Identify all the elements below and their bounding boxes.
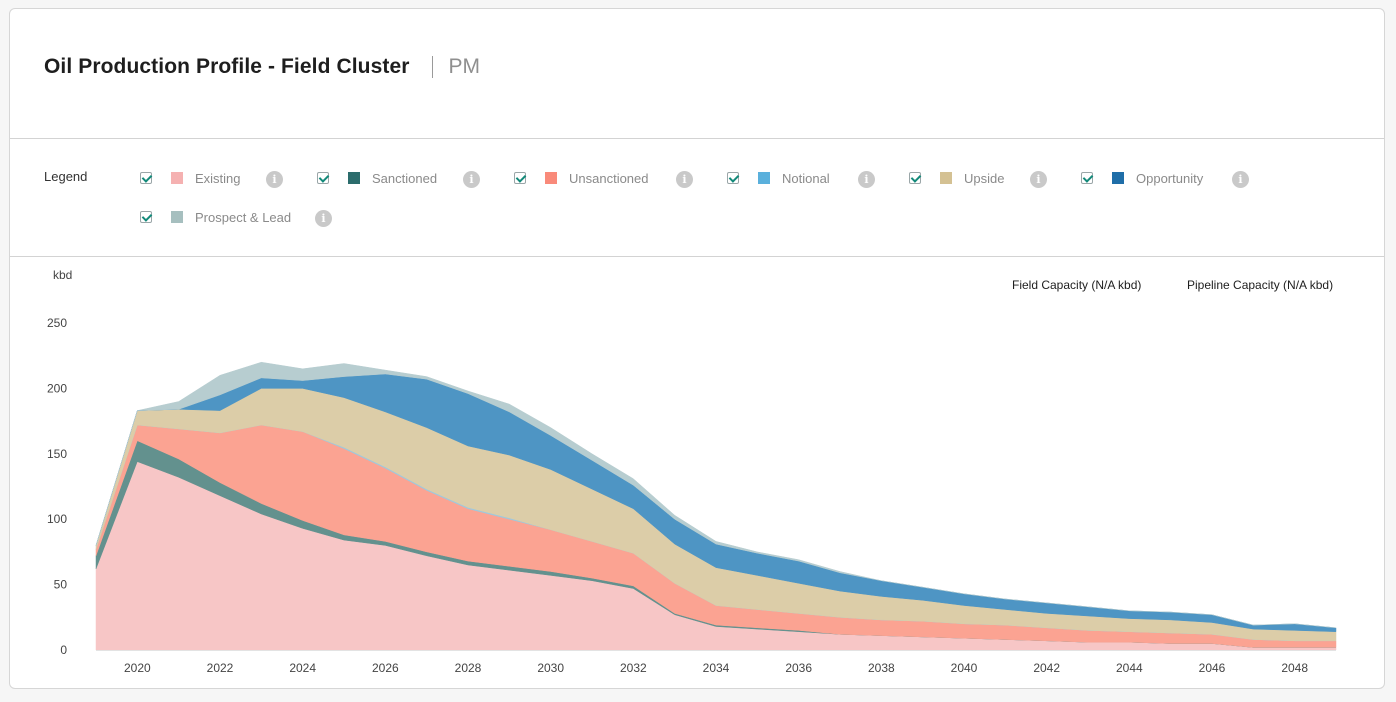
info-icon[interactable]: i (1232, 171, 1249, 188)
x-tick-label: 2034 (703, 661, 730, 675)
x-tick-label: 2032 (620, 661, 647, 675)
legend-label-existing: Existing (195, 170, 241, 186)
checkbox-existing[interactable] (140, 172, 152, 184)
x-tick-label: 2046 (1199, 661, 1226, 675)
x-tick-label: 2028 (455, 661, 482, 675)
swatch-opportunity (1112, 172, 1124, 184)
x-tick-label: 2044 (1116, 661, 1143, 675)
y-tick-label: 150 (47, 447, 67, 461)
checkbox-prospect-lead[interactable] (140, 211, 152, 223)
x-tick-label: 2024 (289, 661, 316, 675)
y-tick-label: 200 (47, 381, 67, 395)
x-tick-label: 2036 (785, 661, 812, 675)
legend-item-existing[interactable]: Existing (140, 168, 241, 188)
legend-item-notional[interactable]: Notional (727, 168, 830, 188)
chart-area: kbd Field Capacity (N/A kbd) Pipeline Ca… (10, 257, 1384, 688)
legend-item-prospect-lead[interactable]: Prospect & Lead (140, 207, 291, 227)
legend-item-upside[interactable]: Upside (909, 168, 1004, 188)
x-tick-label: 2042 (1033, 661, 1060, 675)
legend-item-unsanctioned[interactable]: Unsanctioned (514, 168, 649, 188)
legend-item-opportunity[interactable]: Opportunity (1081, 168, 1203, 188)
y-tick-label: 50 (54, 578, 68, 592)
pipeline-capacity-label[interactable]: Pipeline Capacity (N/A kbd) (1187, 278, 1334, 292)
info-icon[interactable]: i (1030, 171, 1047, 188)
field-capacity-label[interactable]: Field Capacity (N/A kbd) (1012, 278, 1142, 292)
page-subtitle: PM (448, 55, 481, 78)
x-tick-label: 2048 (1281, 661, 1308, 675)
legend-label-unsanctioned: Unsanctioned (569, 170, 649, 186)
checkbox-sanctioned[interactable] (317, 172, 329, 184)
swatch-unsanctioned (545, 172, 557, 184)
legend-item-sanctioned[interactable]: Sanctioned (317, 168, 437, 188)
info-icon[interactable]: i (676, 171, 693, 188)
swatch-upside (940, 172, 952, 184)
y-tick-label: 0 (60, 643, 67, 657)
swatch-existing (171, 172, 183, 184)
y-axis-unit: kbd (53, 268, 73, 282)
x-tick-label: 2038 (868, 661, 895, 675)
x-tick-label: 2030 (537, 661, 564, 675)
legend-panel: Legend Existing i Sanctioned i Unsanctio… (10, 139, 1384, 257)
y-tick-label: 250 (47, 316, 67, 330)
swatch-sanctioned (348, 172, 360, 184)
checkbox-notional[interactable] (727, 172, 739, 184)
legend-label-opportunity: Opportunity (1136, 170, 1204, 186)
x-tick-label: 2022 (207, 661, 234, 675)
x-tick-label: 2026 (372, 661, 399, 675)
legend-heading: Legend (44, 169, 88, 184)
y-tick-label: 100 (47, 512, 67, 526)
info-icon[interactable]: i (463, 171, 480, 188)
card-header: Oil Production Profile - Field Cluster P… (10, 9, 1384, 139)
checkbox-unsanctioned[interactable] (514, 172, 526, 184)
info-icon[interactable]: i (858, 171, 875, 188)
area-prospect-lead (95, 361, 1337, 629)
x-tick-label: 2040 (951, 661, 978, 675)
checkbox-upside[interactable] (909, 172, 921, 184)
checkbox-opportunity[interactable] (1081, 172, 1093, 184)
swatch-prospect-lead (171, 211, 183, 223)
legend-label-notional: Notional (782, 170, 830, 186)
x-tick-label: 2020 (124, 661, 151, 675)
swatch-notional (758, 172, 770, 184)
page-title: Oil Production Profile - Field Cluster (44, 55, 410, 78)
info-icon[interactable]: i (315, 210, 332, 227)
legend-label-upside: Upside (964, 170, 1005, 186)
stacked-area-chart: 0 50 100 150 200 250 2020 2022 2024 2026 2028 2030 2… (47, 316, 1337, 675)
title-divider (431, 56, 433, 78)
info-icon[interactable]: i (266, 171, 283, 188)
title-row: Oil Production Profile - Field Cluster P… (44, 55, 480, 79)
legend-label-prospect-lead: Prospect & Lead (195, 209, 292, 225)
chart-card: Oil Production Profile - Field Cluster P… (9, 8, 1385, 689)
legend-label-sanctioned: Sanctioned (372, 170, 438, 186)
